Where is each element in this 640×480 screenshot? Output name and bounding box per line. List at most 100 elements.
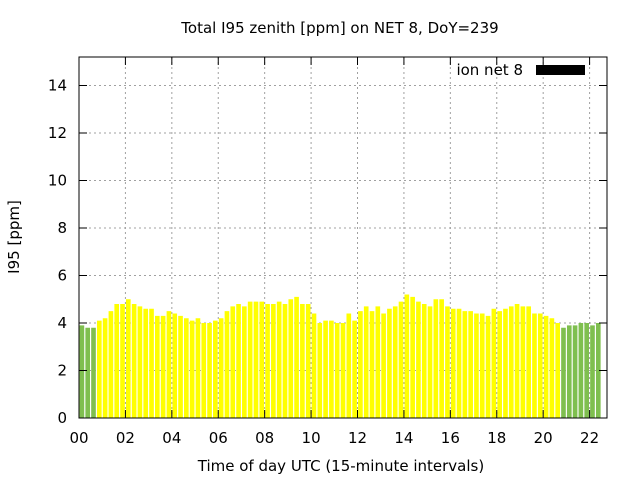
x-axis-ticks: 00 02 04 06 08 10 12 14 16 18 20 22 [69, 57, 599, 447]
bar [201, 323, 207, 418]
bar [236, 304, 241, 418]
bar [131, 304, 137, 418]
bar [410, 296, 415, 419]
bar [120, 304, 125, 418]
bar [276, 301, 282, 419]
bar [439, 299, 444, 418]
bar [462, 311, 468, 419]
x-axis-label: Time of day UTC (15-minute intervals) [197, 457, 484, 475]
bar [340, 323, 346, 418]
bar [79, 325, 85, 419]
bar [363, 306, 369, 419]
bar [595, 323, 601, 418]
bar [566, 325, 572, 419]
bar [532, 313, 537, 418]
bar [392, 306, 398, 419]
x-tick-label: 16 [441, 429, 460, 447]
bar [137, 306, 143, 419]
bar [479, 313, 485, 418]
bar [224, 311, 230, 419]
bar [294, 296, 299, 419]
y-tick-label: 8 [57, 219, 67, 237]
bar [329, 320, 334, 419]
bar [288, 299, 294, 418]
y-tick-label: 10 [48, 172, 67, 190]
bar [468, 311, 473, 419]
bar [590, 325, 595, 419]
bar [178, 315, 183, 419]
x-tick-label: 10 [302, 429, 321, 447]
bar [491, 308, 497, 418]
bar [149, 308, 154, 418]
bar [526, 306, 531, 419]
y-axis-label: I95 [ppm] [5, 200, 23, 274]
bar [450, 308, 456, 418]
bar [108, 311, 114, 419]
y-tick-label: 4 [57, 314, 67, 332]
grid [79, 57, 607, 418]
bar [166, 311, 172, 419]
bar [271, 304, 276, 418]
bar [416, 301, 421, 419]
bar [300, 304, 305, 418]
bar [91, 327, 96, 418]
y-tick-label: 2 [57, 362, 67, 380]
bar [381, 313, 386, 418]
bar [346, 313, 352, 418]
bar [561, 327, 566, 418]
x-tick-label: 18 [487, 429, 506, 447]
bar [85, 327, 91, 418]
plot-frame [78, 56, 608, 419]
bar [195, 318, 201, 418]
bar [456, 308, 462, 418]
legend-swatch [536, 65, 585, 75]
y-tick-label: 12 [48, 124, 67, 142]
bar [242, 306, 247, 419]
bar [485, 315, 491, 419]
bar [230, 306, 236, 419]
bar [497, 311, 502, 419]
x-tick-label: 22 [580, 429, 599, 447]
bar [334, 323, 340, 418]
bar [259, 301, 265, 419]
bar [352, 320, 357, 419]
bar [102, 318, 108, 418]
bar [114, 304, 120, 418]
bar [126, 299, 131, 418]
bar [189, 320, 195, 419]
legend-label: ion net 8 [456, 61, 523, 79]
bar [433, 299, 439, 418]
bar [427, 306, 433, 419]
y-tick-label: 14 [48, 77, 67, 95]
bar [358, 311, 363, 419]
x-tick-label: 20 [534, 429, 553, 447]
bar [218, 318, 224, 418]
bar [375, 306, 381, 419]
bar [247, 301, 253, 419]
bar [508, 306, 514, 419]
bar [323, 320, 328, 419]
bar [549, 318, 555, 418]
bar [537, 313, 543, 418]
bar [172, 313, 178, 418]
bar [369, 311, 375, 419]
chart-title: Total I95 zenith [ppm] on NET 8, DoY=239 [180, 19, 498, 37]
bar [96, 320, 102, 419]
bar [474, 313, 479, 418]
bar [160, 315, 166, 419]
y-tick-label: 0 [57, 409, 67, 427]
x-tick-label: 06 [209, 429, 228, 447]
bar [404, 294, 410, 418]
bar [213, 320, 218, 419]
bars [79, 294, 601, 419]
x-tick-label: 12 [348, 429, 367, 447]
bar [520, 306, 526, 419]
bar [253, 301, 259, 419]
x-tick-label: 14 [394, 429, 413, 447]
bar [445, 306, 450, 419]
bar [578, 323, 584, 418]
x-tick-label: 00 [69, 429, 88, 447]
bar [305, 304, 311, 418]
bar [572, 325, 578, 419]
